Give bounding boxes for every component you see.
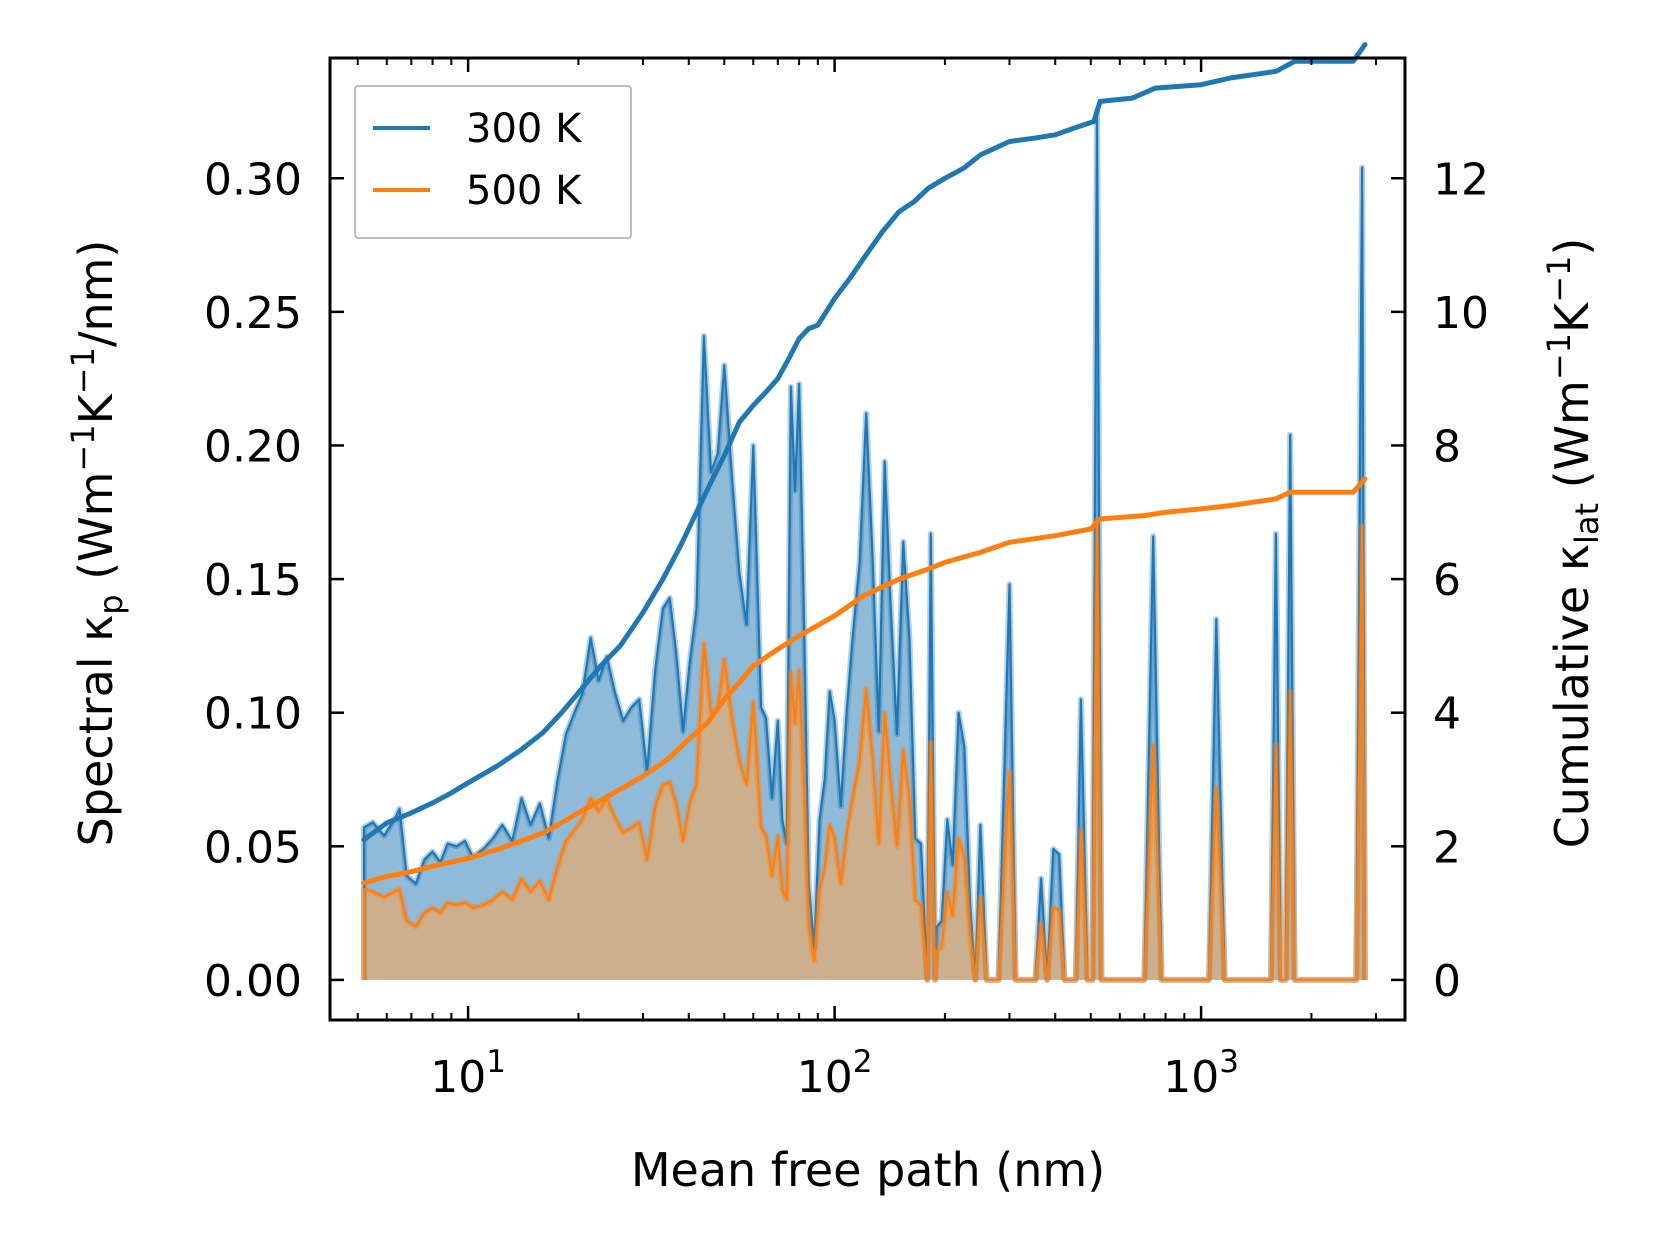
y-right-title-sup2: −1: [1540, 256, 1578, 303]
cumulative-line-300k: [361, 42, 1368, 843]
x-tick-base: 10: [797, 1052, 853, 1103]
y-right-tick-label: 2: [1433, 822, 1461, 873]
spectral-line-500k: [362, 519, 1367, 981]
y-right-tick-label: 8: [1433, 421, 1461, 472]
y-left-title-sup1: −1: [64, 424, 102, 471]
cumulative-line-500k: [361, 476, 1368, 886]
y-left-tick-label: 0.30: [204, 154, 302, 205]
y-left-title-sub: p: [92, 594, 130, 614]
spectral-fill-300k: [364, 111, 1365, 980]
y-right-title-sub: lat: [1568, 503, 1606, 544]
y-right-tick-label: 6: [1433, 555, 1461, 606]
y-left-title-unit-b: K: [69, 392, 123, 424]
y-left-tick-label: 0.20: [204, 421, 302, 472]
y-axis-right-title: Cumulative κlat (Wm−1K−1): [1540, 238, 1606, 849]
plot-frame: [328, 56, 1407, 1022]
spectral-lines: [361, 108, 1368, 983]
y-right-tick-label: 12: [1433, 154, 1489, 205]
x-tick-base: 10: [430, 1052, 486, 1103]
y-right-title-unit-c: ): [1545, 238, 1599, 256]
y-left-tick-label: 0.15: [204, 555, 302, 606]
legend-label-300k: 300 K: [466, 106, 583, 152]
x-tick-exp: 1: [486, 1044, 506, 1080]
y-right-title-unit-a: (Wm: [1545, 380, 1599, 503]
x-tick-label: 102: [797, 1044, 873, 1103]
x-tick-label: 101: [430, 1044, 506, 1103]
x-tick-exp: 3: [1219, 1044, 1239, 1080]
y-left-tick-label: 0.25: [204, 288, 302, 339]
y-left-title-unit-c: /nm): [69, 240, 123, 347]
y-right-title-text: Cumulative κ: [1545, 544, 1599, 848]
y-left-tick-label: 0.05: [204, 822, 302, 873]
x-tick-base: 10: [1163, 1052, 1219, 1103]
legend: 300 K 500 K: [354, 85, 632, 239]
y-right-title-unit-b: K: [1545, 301, 1599, 333]
cumulative-lines: [361, 42, 1368, 886]
x-tick-label: 103: [1163, 1044, 1239, 1103]
y-right-title-sup1: −1: [1540, 333, 1578, 380]
y-left-tick-label: 0.10: [204, 689, 302, 740]
y-left-title-text: Spectral κ: [69, 615, 123, 847]
y-axis-left-title: Spectral κp (Wm−1K−1/nm): [64, 240, 130, 847]
spectral-fills: [364, 111, 1365, 980]
spectral-fill-500k: [364, 520, 1365, 980]
x-axis-title: Mean free path (nm): [631, 1143, 1105, 1197]
y-left-tick-label: 0.00: [204, 956, 302, 1007]
y-left-title-sup2: −1: [64, 347, 102, 394]
legend-box: [354, 85, 632, 239]
y-right-tick-label: 4: [1433, 689, 1461, 740]
legend-label-500k: 500 K: [466, 168, 583, 214]
x-tick-exp: 2: [853, 1044, 873, 1080]
y-right-tick-label: 10: [1433, 288, 1489, 339]
y-left-title-unit-a: (Wm: [69, 472, 123, 595]
y-right-tick-label: 0: [1433, 956, 1461, 1007]
axis-ticks: 101 102 1030.000.050.100.150.200.250.30024…: [204, 58, 1489, 1103]
